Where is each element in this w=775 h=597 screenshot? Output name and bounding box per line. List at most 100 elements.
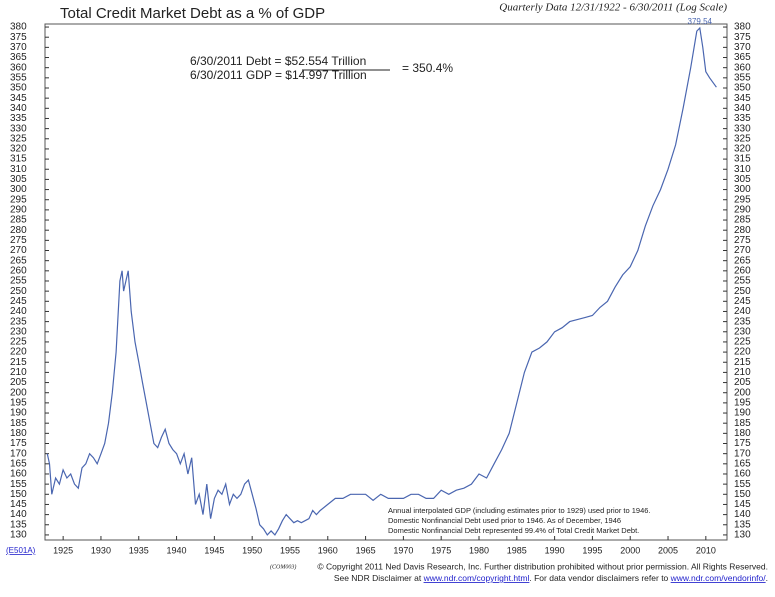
x-tick-label: 1940: [167, 545, 187, 555]
x-tick-label: 1965: [356, 545, 376, 555]
y-tick-label: 330: [10, 123, 27, 134]
y-tick-label: 275: [10, 235, 27, 246]
plot-frame: [44, 23, 728, 541]
x-tick-label: 1960: [318, 545, 338, 555]
y-tick-label: 265: [10, 255, 27, 266]
chart-subtitle: Quarterly Data 12/31/1922 - 6/30/2011 (L…: [499, 2, 727, 14]
y-tick-label: 165: [734, 458, 751, 469]
y-tick-label: 310: [734, 164, 751, 175]
y-tick-label: 200: [10, 387, 27, 398]
y-tick-label: 220: [734, 347, 751, 358]
y-tick-label: 130: [10, 530, 27, 541]
y-tick-label: 155: [10, 479, 27, 490]
footer-link[interactable]: www.ndr.com/copyright.html: [423, 573, 530, 583]
y-tick-label: 290: [734, 205, 751, 216]
y-tick-label: 335: [734, 113, 751, 124]
y-tick-label: 170: [10, 448, 27, 459]
y-tick-label: 240: [734, 306, 751, 317]
y-tick-label: 150: [10, 489, 27, 500]
x-tick-label: 1985: [507, 545, 527, 555]
y-tick-label: 140: [734, 509, 751, 520]
note: Domestic Nonfinancial Debt used prior to…: [388, 516, 621, 525]
y-tick-label: 295: [734, 194, 751, 205]
y-tick-label: 245: [734, 296, 751, 307]
x-tick-label: 1930: [91, 545, 111, 555]
y-tick-label: 250: [734, 286, 751, 297]
y-tick-label: 335: [10, 113, 27, 124]
y-tick-label: 150: [734, 489, 751, 500]
y-tick-label: 330: [734, 123, 751, 134]
y-tick-label: 375: [10, 32, 27, 43]
y-tick-label: 135: [734, 519, 751, 530]
y-tick-label: 180: [10, 428, 27, 439]
y-tick-label: 370: [734, 42, 751, 53]
y-tick-label: 315: [10, 154, 27, 165]
y-tick-label: 155: [734, 479, 751, 490]
y-tick-label: 255: [10, 276, 27, 287]
y-tick-label: 235: [734, 316, 751, 327]
y-tick-label: 270: [10, 245, 27, 256]
y-tick-label: 130: [734, 530, 751, 541]
footer-text: .: [766, 573, 768, 583]
y-tick-label: 215: [10, 357, 27, 368]
chart-title: Total Credit Market Debt as a % of GDP: [60, 5, 325, 22]
y-tick-label: 355: [734, 72, 751, 83]
y-tick-label: 315: [734, 154, 751, 165]
y-tick-label: 245: [10, 296, 27, 307]
y-tick-label: 220: [10, 347, 27, 358]
y-tick-label: 190: [10, 408, 27, 419]
y-tick-label: 340: [734, 103, 751, 114]
notes: Annual interpolated GDP (including estim…: [388, 506, 651, 535]
y-tick-label: 160: [734, 469, 751, 480]
footer-copyright: © Copyright 2011 Ned Davis Research, Inc…: [317, 561, 768, 571]
y-tick-label: 320: [10, 144, 27, 155]
y-tick-label: 360: [734, 62, 751, 73]
y-tick-label: 380: [10, 22, 27, 33]
y-tick-label: 175: [10, 438, 27, 449]
y-tick-label: 320: [734, 144, 751, 155]
y-tick-label: 230: [10, 326, 27, 337]
y-tick-label: 255: [734, 276, 751, 287]
x-tick-label: 1975: [431, 545, 451, 555]
y-tick-label: 310: [10, 164, 27, 175]
x-tick-label: 2000: [620, 545, 640, 555]
y-tick-label: 160: [10, 469, 27, 480]
y-tick-label: 185: [734, 418, 751, 429]
x-tick-label: 1950: [242, 545, 262, 555]
chart-code: (E501A): [6, 546, 36, 555]
x-tick-label: 1990: [545, 545, 565, 555]
x-tick-label: 1925: [53, 545, 73, 555]
y-tick-label: 200: [734, 387, 751, 398]
ratio-annotation: = 350.4%: [402, 61, 453, 75]
y-tick-label: 145: [734, 499, 751, 510]
y-tick-label: 290: [10, 205, 27, 216]
y-tick-label: 365: [10, 52, 27, 63]
y-tick-label: 345: [10, 93, 27, 104]
x-tick-label: 2010: [696, 545, 716, 555]
footer-link[interactable]: www.ndr.com/vendorinfo/: [670, 573, 767, 583]
note: Annual interpolated GDP (including estim…: [388, 506, 651, 515]
y-tick-label: 180: [734, 428, 751, 439]
y-tick-label: 230: [734, 326, 751, 337]
y-tick-label: 285: [10, 215, 27, 226]
y-tick-label: 145: [10, 499, 27, 510]
y-tick-label: 295: [10, 194, 27, 205]
y-tick-label: 325: [10, 133, 27, 144]
y-tick-label: 225: [734, 337, 751, 348]
y-tick-label: 275: [734, 235, 751, 246]
y-tick-label: 165: [10, 458, 27, 469]
y-tick-label: 190: [734, 408, 751, 419]
y-tick-label: 375: [734, 32, 751, 43]
y-tick-label: 235: [10, 316, 27, 327]
y-tick-label: 325: [734, 133, 751, 144]
y-tick-label: 340: [10, 103, 27, 114]
footer-code: (COM003): [270, 563, 296, 570]
y-tick-label: 350: [734, 83, 751, 94]
x-tick-label: 1955: [280, 545, 300, 555]
y-tick-label: 285: [734, 215, 751, 226]
x-tick-label: 1935: [129, 545, 149, 555]
debt-line: [46, 26, 717, 536]
y-tick-label: 140: [10, 509, 27, 520]
y-tick-label: 215: [734, 357, 751, 368]
debt-annotation: 6/30/2011 Debt = $52.554 Trillion: [190, 54, 366, 68]
